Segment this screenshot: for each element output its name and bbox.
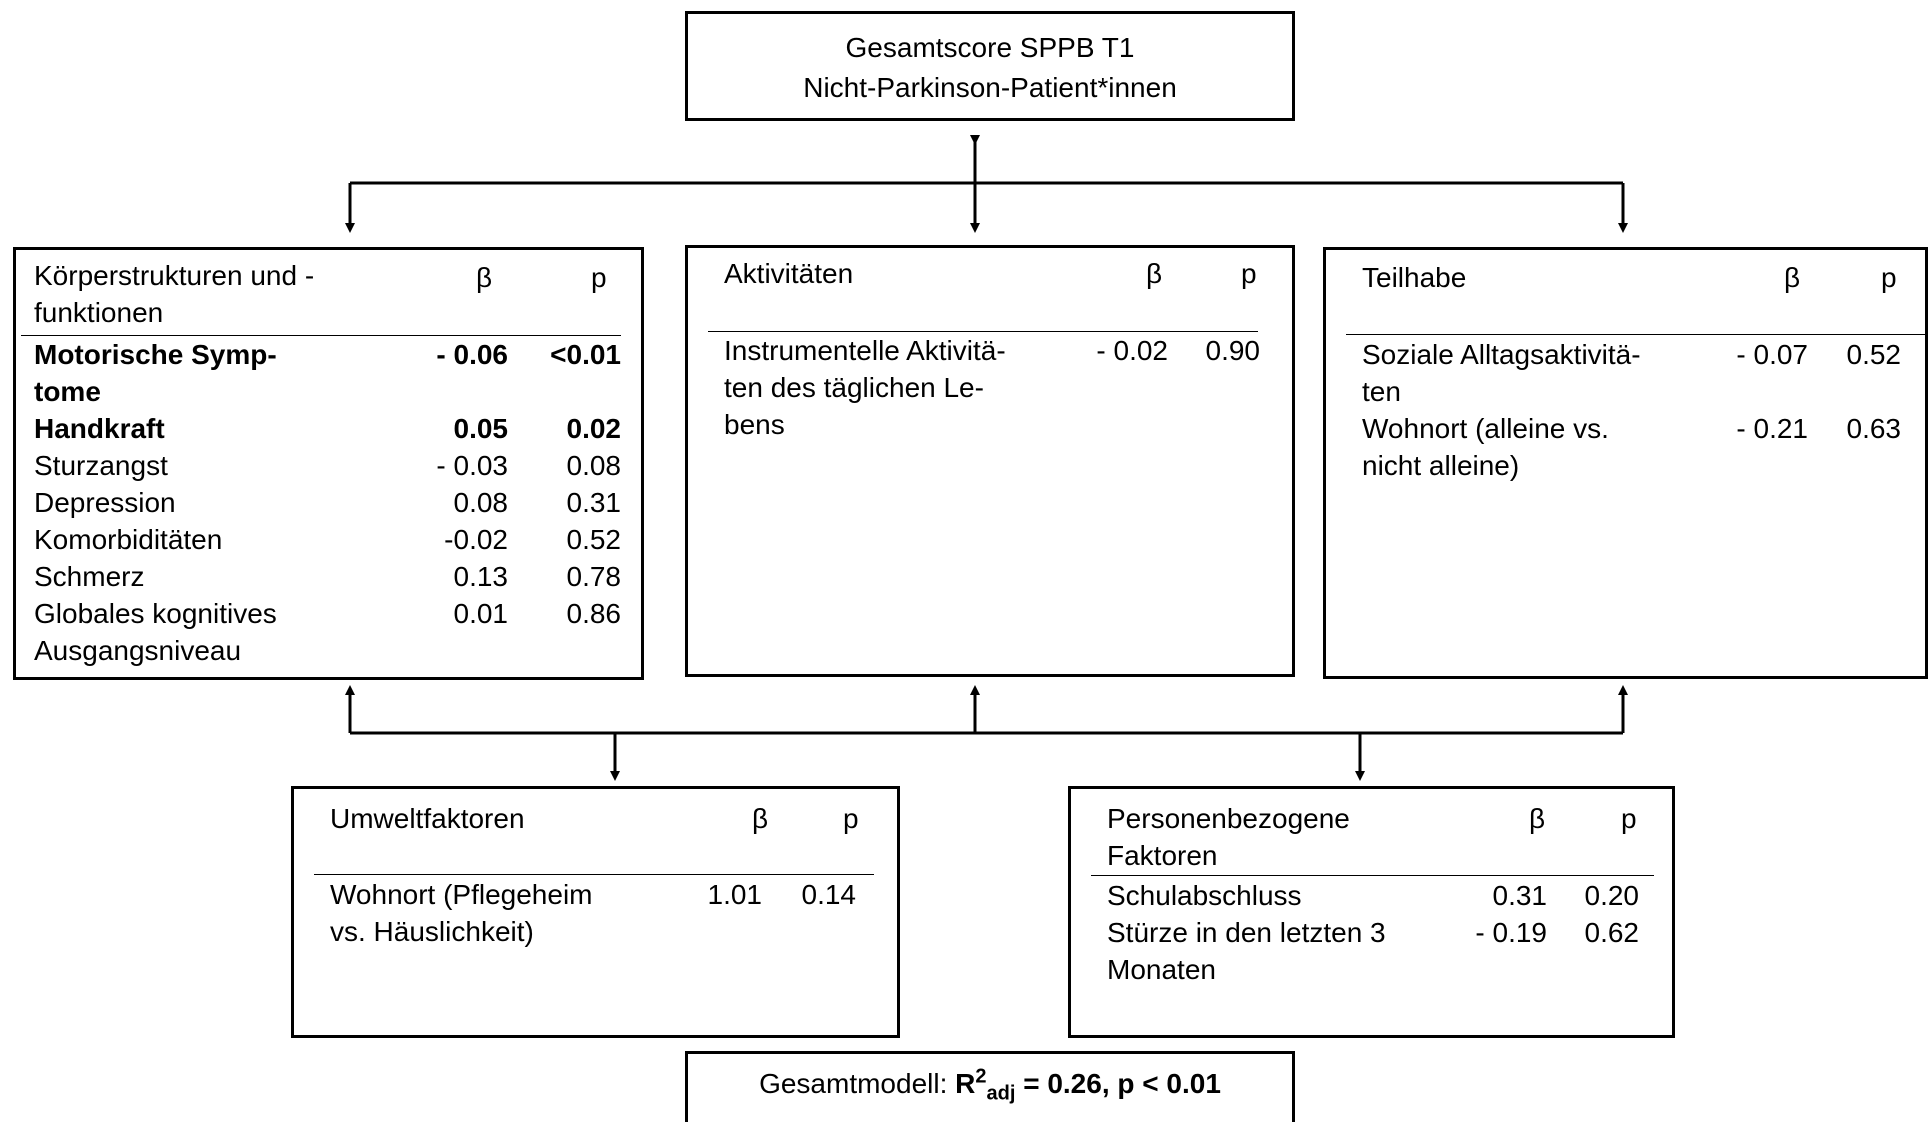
umwelt-beta-header: β — [752, 803, 769, 834]
model-r-sub: adj — [986, 1082, 1016, 1105]
koerper-row-label: Globales kognitives — [34, 598, 277, 629]
teilhabe-title: Teilhabe — [1362, 262, 1467, 293]
teilhabe-row-label: Soziale Alltagsaktivitä- — [1362, 339, 1641, 370]
teilhabe-row-beta: - 0.07 — [1736, 339, 1808, 370]
aktiv-title: Aktivitäten — [724, 258, 854, 289]
person-p-header: p — [1621, 803, 1637, 834]
teilhabe-p-header: p — [1881, 262, 1897, 293]
person-divider — [1091, 875, 1654, 876]
koerper-row-label: Depression — [34, 487, 176, 518]
umwelt-row-p: 0.14 — [801, 879, 857, 910]
umwelt-row-beta: 1.01 — [707, 879, 763, 910]
person-beta-header: β — [1529, 803, 1546, 834]
koerper-beta-header: β — [476, 262, 493, 293]
person-row-label: Stürze in den letzten 3 — [1107, 917, 1386, 948]
koerper-row-label: Sturzangst — [34, 450, 168, 481]
teilhabe-row-label-cont: ten — [1362, 376, 1401, 407]
umwelt-p-header: p — [843, 803, 859, 834]
person-row-p: 0.20 — [1584, 880, 1640, 911]
teilhabe-row-p: 0.63 — [1846, 413, 1902, 444]
model-r: R — [955, 1068, 976, 1099]
aktiv-p-header: p — [1241, 258, 1257, 289]
koerper-title-line2: funktionen — [34, 297, 164, 328]
koerper-title-line1: Körperstrukturen und - — [34, 260, 315, 291]
person-row-label-cont: Monaten — [1107, 954, 1216, 985]
model-stat: R2adj = 0.26, p < 0.01 — [955, 1065, 1221, 1104]
koerper-row-p: <0.01 — [550, 339, 621, 370]
koerper-row-label: Motorische Symp- — [34, 339, 277, 370]
koerper-row-p: 0.08 — [566, 450, 622, 481]
koerper-divider — [21, 335, 621, 336]
teilhabe-row-p: 0.52 — [1846, 339, 1902, 370]
koerper-row-p: 0.52 — [566, 524, 622, 555]
model-values: = 0.26, p < 0.01 — [1015, 1068, 1221, 1099]
person-row-p: 0.62 — [1584, 917, 1640, 948]
koerper-row-label: Komorbiditäten — [34, 524, 223, 555]
koerper-row-p: 0.78 — [566, 561, 622, 592]
koerper-row-label: Handkraft — [34, 413, 165, 444]
teilhabe-row-label-cont: nicht alleine) — [1362, 450, 1520, 481]
koerper-row-p: 0.31 — [566, 487, 622, 518]
umwelt-row-label: Wohnort (Pflegeheim — [330, 879, 593, 910]
aktiv-row-label-cont: ten des täglichen Le- — [724, 372, 984, 403]
koerper-row-beta: 0.05 — [453, 413, 509, 444]
koerper-row-label: Schmerz — [34, 561, 145, 592]
umwelt-box: Umweltfaktoren β p Wohnort (Pflegeheim v… — [291, 786, 900, 1038]
person-title-line2: Faktoren — [1107, 840, 1218, 871]
model-prefix: Gesamtmodell: — [759, 1068, 956, 1099]
koerper-row-beta: 0.08 — [453, 487, 509, 518]
teilhabe-row-label: Wohnort (alleine vs. — [1362, 413, 1609, 444]
koerper-row-label-cont: tome — [34, 376, 101, 407]
model-r-sup: 2 — [975, 1065, 987, 1088]
koerper-p-header: p — [591, 262, 607, 293]
koerper-row-beta: - 0.06 — [436, 339, 508, 370]
aktiv-divider — [708, 331, 1258, 332]
person-box: Personenbezogene Faktoren β p Schulabsch… — [1068, 786, 1675, 1038]
outcome-box: Gesamtscore SPPB T1 Nicht-Parkinson-Pati… — [685, 11, 1295, 121]
koerper-row-beta: -0.02 — [444, 524, 508, 555]
koerper-row-p: 0.86 — [566, 598, 622, 629]
aktiv-row-label: Instrumentelle Aktivitä- — [724, 335, 1006, 366]
koerper-row-p: 0.02 — [566, 413, 622, 444]
teilhabe-divider — [1346, 334, 1928, 335]
person-row-label: Schulabschluss — [1107, 880, 1302, 911]
teilhabe-row-beta: - 0.21 — [1736, 413, 1808, 444]
umwelt-divider — [314, 874, 874, 875]
koerper-row-label-cont: Ausgangsniveau — [34, 635, 242, 666]
aktiv-row-beta: - 0.02 — [1096, 335, 1168, 366]
person-row-beta: - 0.19 — [1475, 917, 1547, 948]
outcome-title: Gesamtscore SPPB T1 — [845, 32, 1135, 63]
model-summary-box: Gesamtmodell: R2adj = 0.26, p < 0.01 — [685, 1051, 1295, 1122]
koerper-row-beta: 0.13 — [453, 561, 509, 592]
umwelt-title: Umweltfaktoren — [330, 803, 525, 834]
aktiv-row-p: 0.90 — [1205, 335, 1261, 366]
aktiv-beta-header: β — [1146, 258, 1163, 289]
outcome-subtitle: Nicht-Parkinson-Patient*innen — [803, 72, 1177, 103]
aktiv-row-label-cont: bens — [724, 409, 785, 440]
umwelt-row-label-cont: vs. Häuslichkeit) — [330, 916, 534, 947]
person-title-line1: Personenbezogene — [1107, 803, 1350, 834]
person-row-beta: 0.31 — [1492, 880, 1548, 911]
koerper-row-beta: - 0.03 — [436, 450, 508, 481]
aktiv-box: Aktivitäten β p Instrumentelle Aktivitä-… — [685, 245, 1295, 677]
koerper-box: Körperstrukturen und - funktionen β p Mo… — [13, 247, 644, 680]
koerper-row-beta: 0.01 — [453, 598, 509, 629]
teilhabe-box: Teilhabe β p Soziale Alltagsaktivitä- te… — [1323, 247, 1928, 679]
teilhabe-beta-header: β — [1784, 262, 1801, 293]
